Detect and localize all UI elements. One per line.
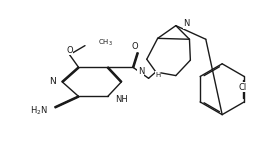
Text: H$_2$N: H$_2$N (30, 105, 48, 117)
Text: N: N (138, 67, 144, 77)
Text: Cl: Cl (238, 83, 246, 92)
Text: O: O (132, 42, 138, 51)
Text: N: N (49, 77, 56, 86)
Text: O: O (66, 46, 73, 55)
Text: CH$_3$: CH$_3$ (98, 38, 113, 48)
Text: NH: NH (115, 95, 128, 104)
Text: N: N (183, 19, 189, 28)
Text: H: H (155, 72, 160, 78)
